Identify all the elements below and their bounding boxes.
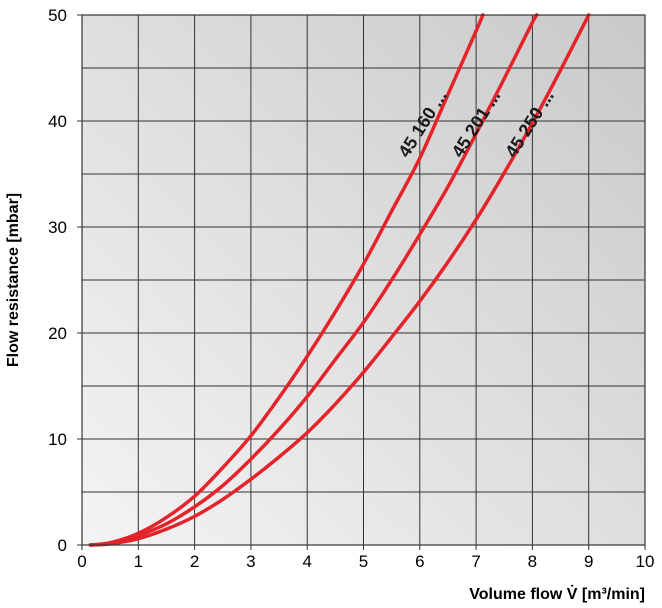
x-tick-label: 2: [190, 552, 199, 571]
series-line: [88, 13, 539, 547]
x-tick-label: 8: [528, 552, 537, 571]
x-axis-title: Volume flow V̇ [m³/min]: [469, 585, 645, 603]
y-tick-label: 20: [48, 324, 67, 343]
y-tick-label: 10: [48, 430, 67, 449]
x-tick-label: 10: [636, 552, 655, 571]
x-tick-label: 4: [302, 552, 311, 571]
y-tick-label: 50: [48, 6, 67, 25]
series-line: [88, 13, 485, 547]
series-line: [88, 13, 591, 547]
series-lines: [88, 13, 591, 547]
gridlines: [82, 15, 645, 545]
y-tick-label: 30: [48, 218, 67, 237]
x-tick-label: 5: [359, 552, 368, 571]
x-tick-label: 1: [134, 552, 143, 571]
y-tick-label: 0: [58, 536, 67, 555]
x-axis-ticks: 0 1 2 3 4 5 6 7 8 9 10: [77, 545, 654, 571]
x-tick-label: 3: [246, 552, 255, 571]
x-tick-label: 7: [471, 552, 480, 571]
y-tick-label: 40: [48, 112, 67, 131]
x-tick-label: 6: [415, 552, 424, 571]
y-axis-title: Flow resistance [mbar]: [5, 193, 22, 367]
x-tick-label: 0: [77, 552, 86, 571]
x-tick-label: 9: [584, 552, 593, 571]
y-axis-ticks: 0 10 20 30 40 50: [48, 6, 82, 555]
